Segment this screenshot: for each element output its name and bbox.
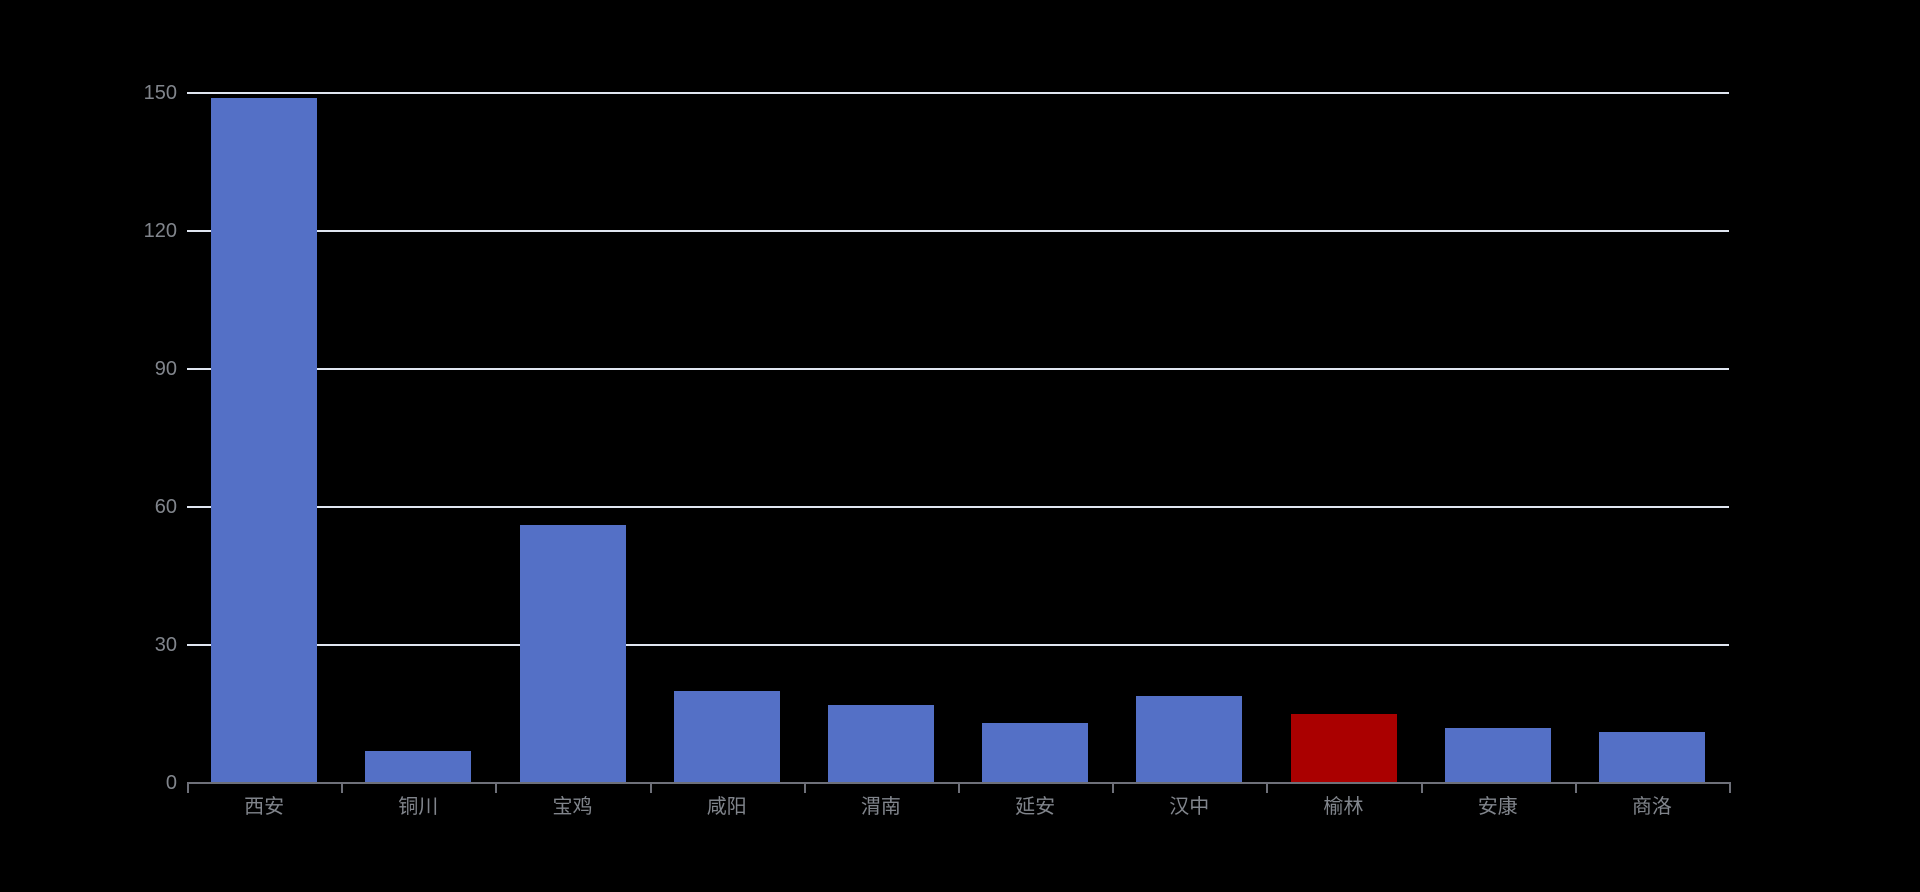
bar-highlighted[interactable] <box>1290 714 1397 783</box>
plot-area <box>187 92 1729 783</box>
y-axis-tick-label: 90 <box>154 358 177 380</box>
x-axis-tick <box>495 784 498 793</box>
x-axis-tick <box>958 784 960 793</box>
bar[interactable] <box>211 97 318 783</box>
x-axis-tick <box>1729 784 1731 793</box>
x-axis-category-label: 榆林 <box>1323 796 1364 818</box>
x-axis-category-label: 渭南 <box>860 796 901 818</box>
gridline <box>187 230 1729 232</box>
x-axis-tick <box>341 784 344 793</box>
y-axis-tick-label: 0 <box>165 772 177 794</box>
x-axis-tick <box>1420 784 1423 793</box>
x-axis-tick <box>1112 784 1115 793</box>
gridline <box>187 92 1729 94</box>
x-axis-category-label: 商洛 <box>1631 796 1672 818</box>
y-axis-tick-label: 30 <box>154 634 177 656</box>
gridline <box>187 644 1729 646</box>
x-axis-tick <box>1574 784 1577 793</box>
bar[interactable] <box>1598 732 1705 783</box>
x-axis-category-label: 安康 <box>1477 796 1518 818</box>
x-axis-category-label: 咸阳 <box>706 796 747 818</box>
x-axis-tick <box>803 784 806 793</box>
bar[interactable] <box>365 750 472 783</box>
bar[interactable] <box>982 723 1089 783</box>
bar[interactable] <box>1444 727 1551 783</box>
x-axis-category-label: 西安 <box>244 796 285 818</box>
x-axis-tick <box>649 784 652 793</box>
y-axis-tick-label: 60 <box>154 496 177 518</box>
x-axis-category-label: 宝鸡 <box>552 796 593 818</box>
x-axis-tick <box>1266 784 1269 793</box>
x-axis-line <box>187 782 1731 784</box>
gridline <box>187 506 1729 508</box>
x-axis-category-label: 汉中 <box>1169 796 1210 818</box>
x-axis-category-label: 延安 <box>1015 796 1056 818</box>
y-axis-tick-label: 150 <box>143 82 177 104</box>
x-axis-tick <box>187 784 189 793</box>
y-axis-tick-label: 120 <box>143 220 177 242</box>
bar[interactable] <box>1136 695 1243 783</box>
bar[interactable] <box>827 704 934 783</box>
bar[interactable] <box>673 691 780 783</box>
gridline <box>187 368 1729 370</box>
x-axis-category-label: 铜川 <box>398 796 439 818</box>
bar[interactable] <box>519 525 626 783</box>
